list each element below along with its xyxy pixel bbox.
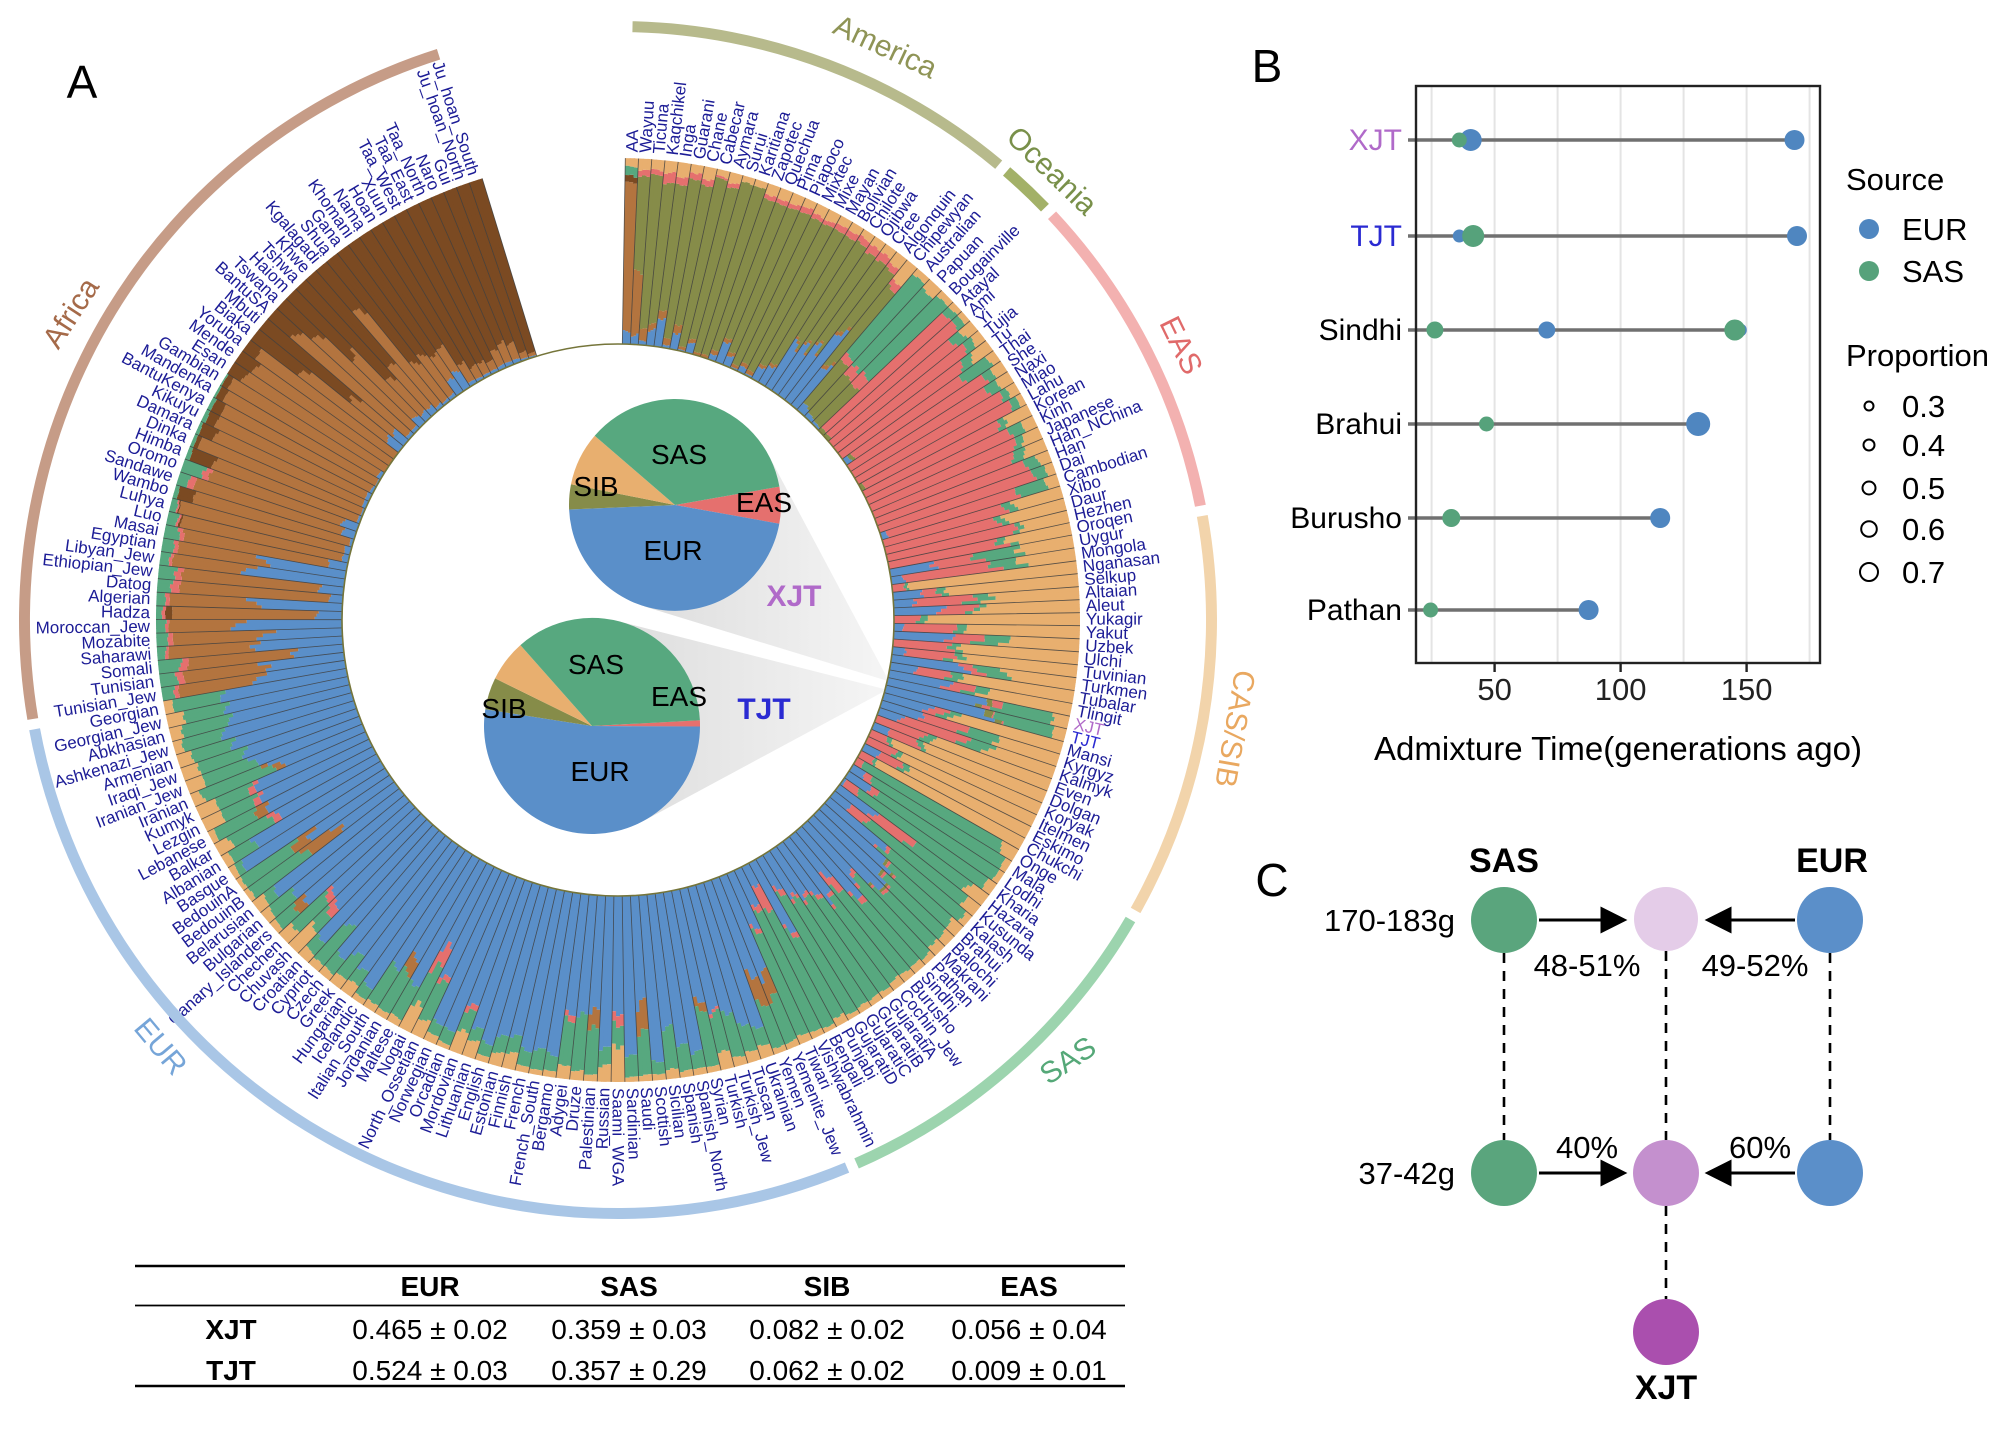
svg-text:Wayuu: Wayuu <box>636 100 658 153</box>
svg-text:Yukagir: Yukagir <box>1086 610 1143 629</box>
svg-text:150: 150 <box>1721 672 1773 707</box>
svg-text:0.4: 0.4 <box>1902 428 1945 463</box>
svg-text:Druze: Druze <box>562 1085 585 1132</box>
svg-text:0.465 ± 0.02: 0.465 ± 0.02 <box>352 1314 508 1345</box>
svg-text:0.7: 0.7 <box>1902 555 1945 590</box>
svg-text:Inga: Inga <box>676 122 700 158</box>
svg-text:Aleut: Aleut <box>1086 595 1126 615</box>
svg-text:SAS: SAS <box>651 439 707 470</box>
svg-text:EAS: EAS <box>736 487 792 518</box>
svg-text:0.009 ± 0.01: 0.009 ± 0.01 <box>951 1355 1107 1386</box>
svg-text:0.082 ± 0.02: 0.082 ± 0.02 <box>749 1314 905 1345</box>
svg-text:A: A <box>67 56 98 108</box>
svg-text:XJT: XJT <box>766 580 821 613</box>
svg-text:Pathan: Pathan <box>1307 594 1402 627</box>
svg-text:Datog: Datog <box>105 572 152 594</box>
svg-text:40%: 40% <box>1556 1130 1618 1165</box>
svg-text:Selkup: Selkup <box>1083 566 1136 589</box>
svg-text:C: C <box>1255 854 1288 906</box>
svg-text:60%: 60% <box>1729 1130 1791 1165</box>
svg-text:EAS: EAS <box>651 681 707 712</box>
svg-text:Proportion: Proportion <box>1846 338 1989 373</box>
svg-text:0.062 ± 0.02: 0.062 ± 0.02 <box>749 1355 905 1386</box>
svg-text:Sardinian: Sardinian <box>623 1088 644 1160</box>
svg-text:Saudi: Saudi <box>637 1087 659 1132</box>
svg-text:EUR: EUR <box>1902 212 1967 247</box>
svg-text:SAS: SAS <box>600 1271 658 1302</box>
svg-text:Altaian: Altaian <box>1085 580 1138 602</box>
svg-text:TJT: TJT <box>1350 220 1402 253</box>
svg-text:TJT: TJT <box>737 693 790 726</box>
svg-text:EUR: EUR <box>570 756 629 787</box>
svg-text:XJT: XJT <box>205 1314 256 1345</box>
svg-text:0.5: 0.5 <box>1902 471 1945 506</box>
svg-text:EUR: EUR <box>643 535 702 566</box>
svg-text:Ulchi: Ulchi <box>1084 649 1123 671</box>
svg-text:SAS: SAS <box>568 649 624 680</box>
svg-text:0.357 ± 0.29: 0.357 ± 0.29 <box>551 1355 707 1386</box>
svg-text:48-51%: 48-51% <box>1534 948 1641 983</box>
svg-text:Admixture Time(generations ago: Admixture Time(generations ago) <box>1374 730 1862 767</box>
svg-text:50: 50 <box>1477 672 1511 707</box>
svg-text:Yakut: Yakut <box>1086 623 1129 643</box>
svg-text:B: B <box>1252 40 1283 92</box>
svg-text:SIB: SIB <box>481 693 526 724</box>
svg-text:Ticuna: Ticuna <box>649 102 672 154</box>
svg-text:Palestinian: Palestinian <box>576 1087 600 1171</box>
svg-text:SIB: SIB <box>573 471 618 502</box>
svg-text:0.3: 0.3 <box>1902 389 1945 424</box>
svg-text:0.6: 0.6 <box>1902 512 1945 547</box>
svg-text:SAS: SAS <box>1902 254 1964 289</box>
svg-text:SAS: SAS <box>1469 842 1539 880</box>
svg-text:Mozabite: Mozabite <box>81 631 151 653</box>
svg-text:XJT: XJT <box>1349 124 1402 157</box>
svg-text:Source: Source <box>1846 162 1944 197</box>
svg-text:0.056 ± 0.04: 0.056 ± 0.04 <box>951 1314 1107 1345</box>
svg-text:49-52%: 49-52% <box>1702 948 1809 983</box>
svg-text:EAS: EAS <box>1000 1271 1058 1302</box>
svg-text:170-183g: 170-183g <box>1324 903 1455 938</box>
svg-text:0.359 ± 0.03: 0.359 ± 0.03 <box>551 1314 707 1345</box>
svg-text:Saami_WGA: Saami_WGA <box>609 1088 628 1187</box>
svg-text:AA: AA <box>623 129 643 153</box>
svg-text:Hadza: Hadza <box>101 602 151 622</box>
svg-text:EUR: EUR <box>1796 842 1868 880</box>
svg-text:Sindhi: Sindhi <box>1319 314 1402 347</box>
svg-text:Moroccan_Jew: Moroccan_Jew <box>36 617 151 638</box>
svg-text:EUR: EUR <box>400 1271 459 1302</box>
svg-text:Algerian: Algerian <box>88 586 151 608</box>
svg-text:XJT: XJT <box>1635 1369 1698 1407</box>
svg-text:TJT: TJT <box>206 1355 256 1386</box>
svg-text:Russian: Russian <box>593 1088 614 1150</box>
svg-text:Brahui: Brahui <box>1315 408 1402 441</box>
svg-text:SIB: SIB <box>804 1271 851 1302</box>
svg-text:100: 100 <box>1595 672 1647 707</box>
svg-text:Uzbek: Uzbek <box>1085 636 1135 658</box>
svg-text:0.524 ± 0.03: 0.524 ± 0.03 <box>352 1355 508 1386</box>
svg-text:Burusho: Burusho <box>1290 502 1402 535</box>
svg-text:37-42g: 37-42g <box>1358 1156 1455 1191</box>
